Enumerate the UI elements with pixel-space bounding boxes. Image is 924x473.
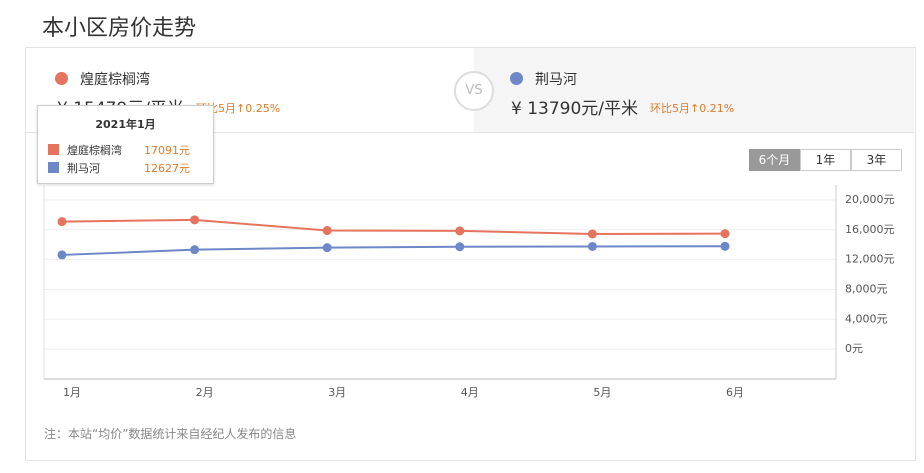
tooltip-title: 2021年1月 xyxy=(95,118,156,131)
community-name: 荆马河 xyxy=(535,72,577,88)
data-point xyxy=(190,215,200,225)
data-point xyxy=(322,243,332,253)
data-point xyxy=(57,250,67,260)
series-dot xyxy=(510,72,523,85)
data-point xyxy=(587,229,597,239)
y-tick-label: 0元 xyxy=(845,342,863,355)
tooltip-name: 煌庭棕榈湾 xyxy=(67,144,122,157)
footnote: 注：本站“均价”数据统计来自经纪人发布的信息 xyxy=(44,427,297,441)
series-line xyxy=(61,218,726,235)
x-tick-label: 5月 xyxy=(593,386,611,399)
data-point xyxy=(190,245,200,255)
y-tick-label: 8,000元 xyxy=(845,282,888,295)
x-tick-label: 1月 xyxy=(63,386,81,399)
change: 环比5月↑0.25% xyxy=(196,102,281,115)
data-point xyxy=(720,241,730,251)
y-tick-label: 16,000元 xyxy=(845,223,895,236)
tooltip-value: 17091元 xyxy=(144,144,190,157)
compare-panel xyxy=(474,48,914,132)
range-button[interactable]: 6个月 xyxy=(749,149,800,171)
y-tick-label: 20,000元 xyxy=(845,193,895,206)
price: ¥ 13790元/平米 xyxy=(511,99,639,119)
tooltip-swatch xyxy=(48,162,59,173)
tooltip-name: 荆马河 xyxy=(67,162,100,175)
tooltip: 2021年1月 煌庭棕榈湾 17091元 荆马河 12627元 xyxy=(37,105,214,184)
series-line xyxy=(61,245,726,256)
series-dot xyxy=(55,72,68,85)
data-point xyxy=(57,217,67,227)
x-tick-label: 6月 xyxy=(726,386,744,399)
x-tick-label: 3月 xyxy=(328,386,346,399)
range-button[interactable]: 3年 xyxy=(851,149,902,171)
data-point xyxy=(587,241,597,251)
tooltip-swatch xyxy=(48,144,59,155)
tooltip-value: 12627元 xyxy=(144,162,190,175)
range-button[interactable]: 1年 xyxy=(800,149,851,171)
card xyxy=(25,47,916,461)
change: 环比5月↑0.21% xyxy=(650,102,735,115)
data-point xyxy=(455,242,465,252)
community-name: 煌庭棕榈湾 xyxy=(80,72,150,88)
data-point xyxy=(455,226,465,236)
y-tick-label: 4,000元 xyxy=(845,312,888,325)
x-tick-label: 2月 xyxy=(196,386,214,399)
y-tick-label: 12,000元 xyxy=(845,253,895,266)
data-point xyxy=(720,229,730,239)
x-tick-label: 4月 xyxy=(461,386,479,399)
page-title: 本小区房价走势 xyxy=(42,16,197,41)
vs-badge: VS xyxy=(454,71,494,111)
data-point xyxy=(322,226,332,236)
divider xyxy=(26,132,914,133)
